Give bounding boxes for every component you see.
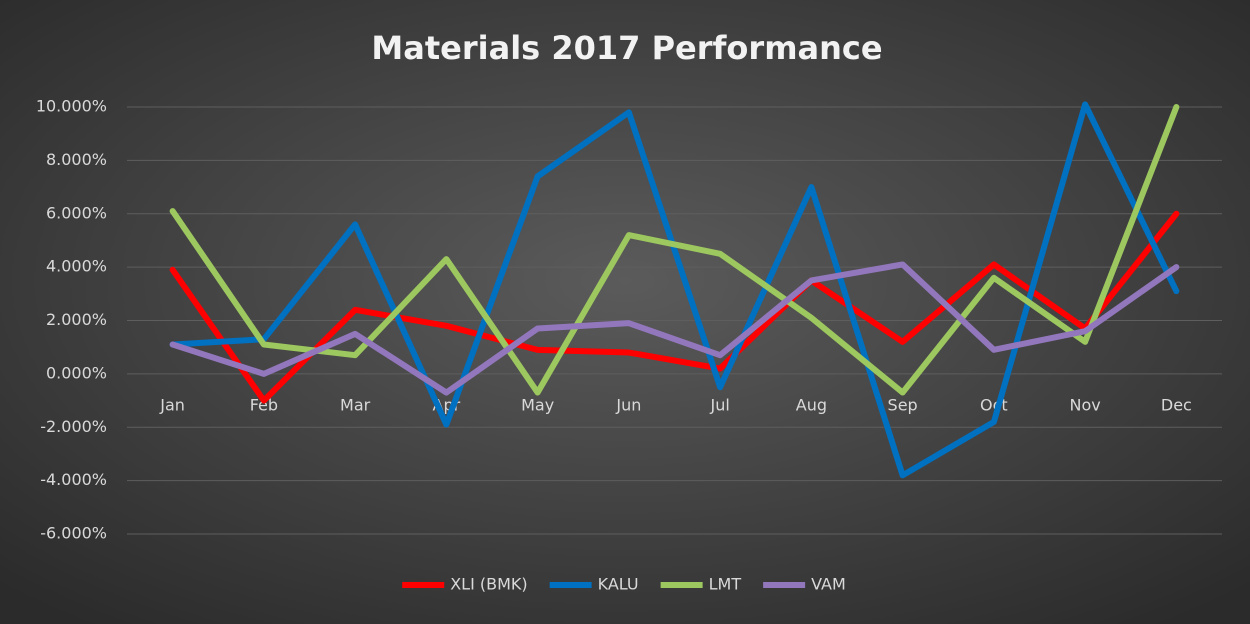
x-tick-label: Jan <box>159 395 185 414</box>
y-tick-label: -2.000% <box>40 417 107 436</box>
x-tick-label: Jun <box>615 395 641 414</box>
y-tick-label: 2.000% <box>46 310 107 329</box>
legend-label: KALU <box>598 575 639 594</box>
x-tick-label: Aug <box>796 395 827 414</box>
chart-title: Materials 2017 Performance <box>371 29 882 67</box>
x-tick-label: Jul <box>709 395 729 414</box>
y-tick-label: 4.000% <box>46 257 107 276</box>
legend-label: VAM <box>811 575 846 594</box>
y-tick-label: 6.000% <box>46 203 107 222</box>
x-tick-label: May <box>521 395 554 414</box>
series-line <box>169 261 1180 396</box>
series-line <box>169 210 1180 404</box>
y-tick-label: -4.000% <box>40 470 107 489</box>
x-tick-label: Sep <box>888 395 918 414</box>
series-line <box>169 101 1180 479</box>
y-tick-label: 0.000% <box>46 363 107 382</box>
y-tick-label: -6.000% <box>40 524 107 543</box>
x-tick-label: Nov <box>1070 395 1101 414</box>
legend-label: XLI (BMK) <box>450 575 527 594</box>
x-tick-label: Dec <box>1161 395 1192 414</box>
x-tick-label: Mar <box>340 395 371 414</box>
legend-label: LMT <box>709 575 742 594</box>
x-tick-label: Feb <box>250 395 278 414</box>
y-tick-label: 8.000% <box>46 150 107 169</box>
series-line <box>169 104 1180 396</box>
y-tick-label: 10.000% <box>36 97 107 116</box>
